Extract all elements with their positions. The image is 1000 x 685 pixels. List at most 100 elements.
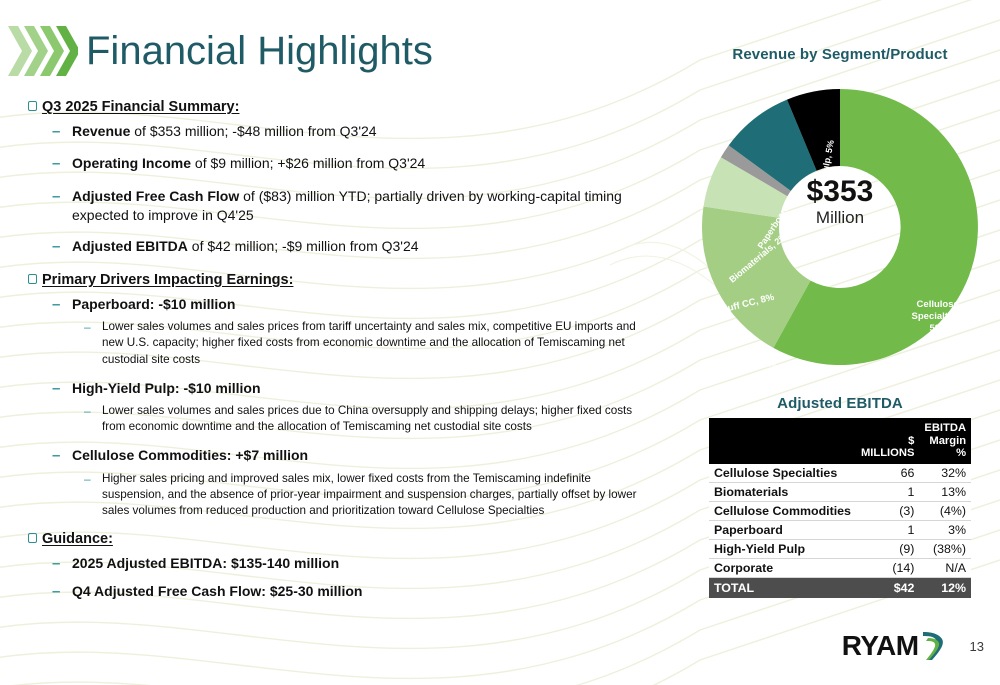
list-item-rest: of $9 million; +$26 million from Q3'24: [191, 155, 426, 172]
ryam-chevron-icon: [922, 632, 943, 660]
dash-bullet-icon: –: [52, 379, 61, 397]
hex-bullet-icon: [26, 530, 42, 543]
row-margin: 3%: [919, 520, 972, 540]
dash-bullet-icon: –: [52, 583, 61, 601]
table-row: Paperboard 1 3%: [708, 520, 972, 540]
list-item: – Paperboard: -$10 million: [52, 295, 666, 315]
row-margin: 32%: [919, 463, 972, 483]
list-item-text: High-Yield Pulp: -$10 million: [72, 379, 261, 398]
row-millions: 1: [855, 520, 920, 540]
hex-bullet-icon: [26, 271, 42, 284]
list-item-text: Adjusted EBITDA of $42 million; -$9 mill…: [72, 237, 419, 256]
list-item-text: Adjusted Free Cash Flow of ($83) million…: [72, 187, 666, 225]
section-primary-drivers: Primary Drivers Impacting Earnings: – Pa…: [26, 271, 666, 519]
list-item: – 2025 Adjusted EBITDA: $135-140 million: [52, 554, 666, 574]
adjusted-ebitda-block: Adjusted EBITDA $ MILLIONS EBITDA Margin…: [690, 395, 990, 598]
sub-list-item-text: Higher sales pricing and improved sales …: [102, 471, 637, 517]
th-margin-line1: EBITDA: [924, 422, 967, 434]
row-millions: (3): [855, 501, 920, 521]
list-item-label: Cellulose Commodities: +$7 million: [72, 447, 309, 464]
row-margin: 13%: [919, 482, 972, 502]
row-name: Biomaterials: [708, 482, 856, 502]
dash-bullet-icon: –: [52, 123, 61, 141]
list-item: – Revenue of $353 million; -$48 million …: [52, 122, 666, 142]
row-margin: N/A: [919, 558, 972, 578]
dash-bullet-icon: –: [84, 403, 91, 418]
list-item: – Operating Income of $9 million; +$26 m…: [52, 154, 666, 174]
page-number: 13: [969, 638, 984, 654]
adjusted-ebitda-table: $ MILLIONS EBITDA Margin % Cellulose Spe…: [708, 418, 972, 598]
content-body: Q3 2025 Financial Summary: – Revenue of …: [26, 98, 666, 615]
list-item-text: Revenue of $353 million; -$48 million fr…: [72, 122, 377, 141]
total-margin: 12%: [919, 577, 972, 598]
table-header-row: $ MILLIONS EBITDA Margin %: [708, 418, 972, 464]
th-segment: [708, 418, 856, 464]
section-heading-row: Primary Drivers Impacting Earnings:: [26, 271, 666, 289]
list-item-label: Adjusted EBITDA: [72, 237, 188, 254]
row-name: High-Yield Pulp: [708, 539, 856, 559]
list-item: – Cellulose Commodities: +$7 million: [52, 446, 666, 466]
sub-list-item: – Lower sales volumes and sales prices f…: [84, 319, 666, 367]
hex-bullet-icon: [26, 98, 42, 111]
section-heading-row: Q3 2025 Financial Summary:: [26, 98, 666, 116]
sub-list-item-text: Lower sales volumes and sales prices due…: [102, 403, 633, 434]
dash-bullet-icon: –: [84, 471, 91, 486]
list-item-rest: of $42 million; -$9 million from Q3'24: [187, 237, 419, 254]
list-item-text: 2025 Adjusted EBITDA: $135-140 million: [72, 554, 339, 573]
slide-footer: RYAM 13: [842, 629, 984, 663]
list-item: – Adjusted Free Cash Flow of ($83) milli…: [52, 187, 666, 225]
dash-bullet-icon: –: [52, 447, 61, 465]
section-guidance: Guidance: – 2025 Adjusted EBITDA: $135-1…: [26, 530, 666, 603]
page-title: Financial Highlights: [86, 29, 433, 73]
chart-title: Revenue by Segment/Product: [732, 46, 948, 63]
dash-bullet-icon: –: [52, 155, 61, 173]
section-heading-row: Guidance:: [26, 530, 666, 548]
dash-bullet-icon: –: [84, 320, 91, 335]
sub-list-item: – Lower sales volumes and sales prices d…: [84, 403, 666, 435]
list-item-label: Paperboard: -$10 million: [72, 296, 236, 313]
list-item-label: Operating Income: [72, 155, 192, 172]
ebitda-table-title: Adjusted EBITDA: [777, 395, 903, 412]
donut-label-fluff: Fluff , 16%: [728, 359, 776, 370]
list-item: – Q4 Adjusted Free Cash Flow: $25-30 mil…: [52, 582, 666, 602]
list-item: – Adjusted EBITDA of $42 million; -$9 mi…: [52, 237, 666, 257]
row-name: Cellulose Specialties: [708, 463, 856, 483]
dash-bullet-icon: –: [52, 187, 61, 205]
table-row: Cellulose Specialties 66 32%: [708, 463, 972, 483]
table-row: Cellulose Commodities (3) (4%): [708, 501, 972, 521]
total-label: TOTAL: [708, 577, 856, 598]
table-row: Corporate (14) N/A: [708, 558, 972, 578]
th-millions: $ MILLIONS: [855, 418, 920, 464]
list-item-rest: of $353 million; -$48 million from Q3'24: [130, 123, 377, 140]
page-title-area: Financial Highlights: [0, 22, 433, 80]
list-item-text: Paperboard: -$10 million: [72, 295, 235, 314]
list-item-label: High-Yield Pulp: -$10 million: [72, 379, 261, 396]
th-margin-line2: Margin %: [929, 434, 967, 460]
section-heading: Primary Drivers Impacting Earnings:: [42, 271, 294, 288]
table-total-row: TOTAL $42 12%: [708, 577, 972, 598]
ryam-logo: RYAM: [842, 629, 946, 663]
dash-bullet-icon: –: [52, 555, 61, 573]
list-item-text: Operating Income of $9 million; +$26 mil…: [72, 154, 425, 173]
row-millions: 1: [855, 482, 920, 502]
chevron-logo-icon: [8, 26, 78, 76]
list-item-label: Adjusted Free Cash Flow: [72, 187, 240, 204]
list-item-label: Q4 Adjusted Free Cash Flow: $25-30 milli…: [72, 583, 363, 600]
th-margin: EBITDA Margin %: [919, 418, 972, 464]
row-margin: (4%): [919, 501, 972, 521]
row-margin: (38%): [919, 539, 972, 559]
list-item-label: Revenue: [72, 123, 131, 140]
list-item: – High-Yield Pulp: -$10 million: [52, 379, 666, 399]
row-name: Paperboard: [708, 520, 856, 540]
sub-list-item: – Higher sales pricing and improved sale…: [84, 471, 666, 519]
list-item-label: 2025 Adjusted EBITDA: $135-140 million: [72, 555, 340, 572]
ryam-wordmark: RYAM: [841, 630, 919, 661]
dash-bullet-icon: –: [52, 296, 61, 314]
revenue-donut-chart: Cellulose Specialties, 58% Fluff , 16% N…: [690, 67, 990, 387]
row-millions: 66: [855, 463, 920, 483]
section-heading: Q3 2025 Financial Summary:: [42, 99, 240, 115]
list-item-text: Cellulose Commodities: +$7 million: [72, 446, 308, 465]
row-name: Cellulose Commodities: [708, 501, 856, 521]
sub-list-item-text: Lower sales volumes and sales prices fro…: [102, 320, 636, 366]
row-millions: (9): [855, 539, 920, 559]
